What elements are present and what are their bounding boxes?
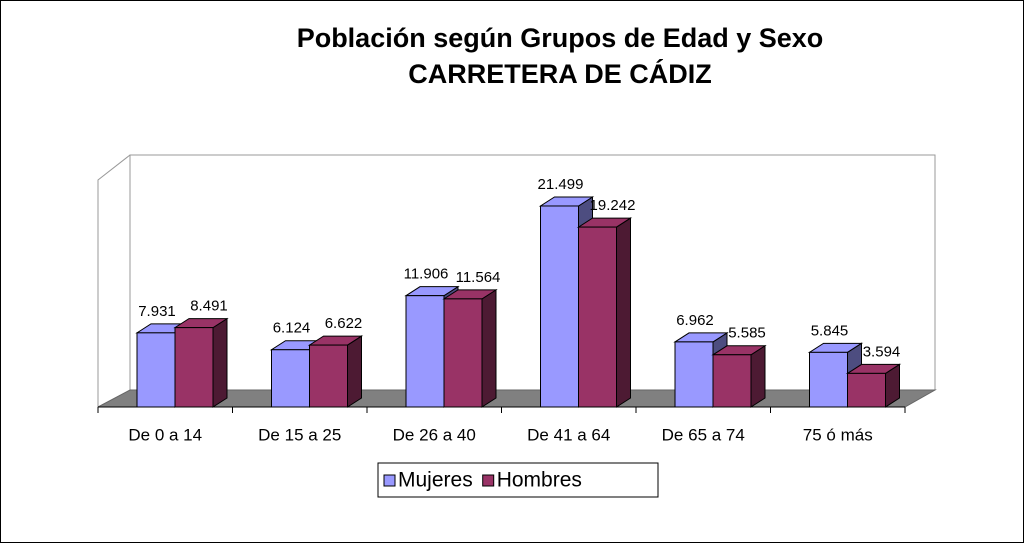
chart-subtitle: CARRETERA DE CÁDIZ [408,58,712,89]
value-label: 7.931 [138,303,176,320]
side-wall [97,154,131,407]
back-wall [129,154,936,390]
bar [712,354,752,408]
bar [847,372,886,408]
value-label: 11.906 [404,266,449,283]
x-tick-label: De 41 a 64 [527,425,610,444]
value-label: 5.845 [811,322,849,339]
value-label: 6.124 [273,320,311,337]
bar [309,344,348,408]
bar-side [616,217,631,408]
value-label: 6.962 [676,312,714,329]
legend-swatch [482,474,495,487]
bar [809,351,848,408]
value-label: 6.622 [325,315,363,332]
bar [136,332,176,408]
x-tick-label: De 15 a 25 [258,425,341,444]
legend-label: Mujeres [398,469,473,492]
value-label: 19.242 [590,197,636,214]
value-label: 5.585 [728,325,766,342]
bar [443,298,483,408]
x-tick-label: De 0 a 14 [128,425,202,444]
bar [405,295,445,408]
legend-label: Hombres [497,469,582,492]
value-label: 21.499 [538,176,584,193]
legend-swatch [383,474,396,487]
x-tick-label: De 26 a 40 [393,425,476,444]
bar [540,205,579,408]
value-label: 11.564 [456,269,501,286]
bar-side [750,344,766,408]
chart-title: Población según Grupos de Edad y Sexo [297,23,824,53]
bar [674,341,714,408]
bar [578,226,617,408]
bar-side [481,288,497,408]
bar-side [212,317,228,408]
bar [174,327,214,408]
bar-side [347,335,362,408]
x-tick-label: De 65 a 74 [662,425,745,444]
legend [377,462,659,498]
bar [271,349,310,408]
value-label: 3.594 [863,343,901,360]
x-tick-label: 75 ó más [803,425,873,444]
value-label: 8.491 [190,298,228,315]
